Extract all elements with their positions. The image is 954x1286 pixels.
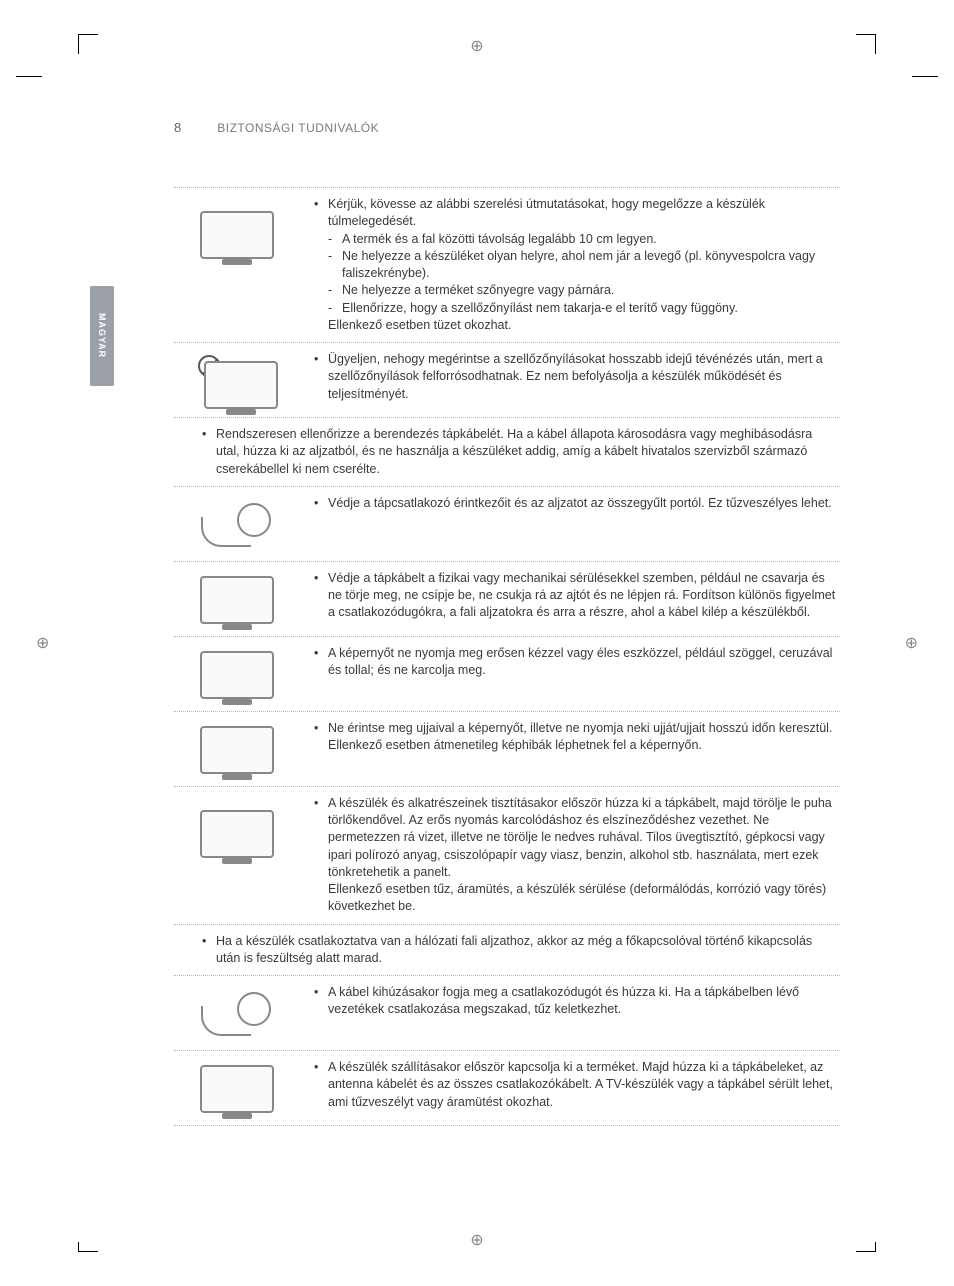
registration-mark-bottom: ⊕ xyxy=(470,1230,483,1250)
bullet-text: Védje a tápkábelt a fizikai vagy mechani… xyxy=(328,571,835,620)
illustration-cell xyxy=(174,795,300,873)
bullet-item: A kábel kihúzásakor fogja meg a csatlako… xyxy=(314,984,836,1019)
bullet-text: A készülék és alkatrészeinek tisztításak… xyxy=(328,796,832,879)
safety-row: Kérjük, kövesse az alábbi szerelési útmu… xyxy=(174,187,840,342)
safety-row: Rendszeresen ellenőrizze a berendezés tá… xyxy=(174,417,840,486)
dash-item: Ne helyezze a készüléket olyan helyre, a… xyxy=(328,248,836,283)
text-cell: Kérjük, kövesse az alábbi szerelési útmu… xyxy=(314,196,840,336)
dash-item: Ne helyezze a terméket szőnyegre vagy pá… xyxy=(328,282,836,299)
trailing-text: Ellenkező esetben tüzet okozhat. xyxy=(328,317,836,334)
crop-corner xyxy=(856,34,876,54)
bullet-text: Kérjük, kövesse az alábbi szerelési útmu… xyxy=(328,197,765,228)
plug-dust-illustration xyxy=(197,497,277,553)
tv-illustration xyxy=(200,1065,274,1113)
registration-mark-top: ⊕ xyxy=(470,36,483,56)
bullet-text: Védje a tápcsatlakozó érintkezőit és az … xyxy=(328,496,832,510)
plug-pull-illustration xyxy=(197,986,277,1042)
illustration-cell xyxy=(174,351,300,411)
crop-mark xyxy=(912,76,938,77)
text-cell: Ne érintse meg ujjaival a képernyőt, ill… xyxy=(314,720,840,757)
bullet-list: Védje a tápkábelt a fizikai vagy mechani… xyxy=(314,570,836,622)
bullet-item: Ügyeljen, nehogy megérintse a szellőzőny… xyxy=(314,351,836,403)
bullet-item: A készülék és alkatrészeinek tisztításak… xyxy=(314,795,836,916)
text-cell: A készülék és alkatrészeinek tisztításak… xyxy=(314,795,840,918)
crop-mark xyxy=(16,76,42,77)
tv-prohibit-illustration xyxy=(196,353,278,409)
language-tab: MAGYAR xyxy=(90,286,114,386)
tv-person-illustration xyxy=(200,810,274,858)
bullet-item: Rendszeresen ellenőrizze a berendezés tá… xyxy=(202,426,836,478)
safety-row: Ne érintse meg ujjaival a képernyőt, ill… xyxy=(174,711,840,786)
text-cell: A képernyőt ne nyomja meg erősen kézzel … xyxy=(314,645,840,682)
bullet-item: Ne érintse meg ujjaival a képernyőt, ill… xyxy=(314,720,836,755)
tv-illustration xyxy=(200,651,274,699)
bullet-text: A kábel kihúzásakor fogja meg a csatlako… xyxy=(328,985,799,1016)
trailing-text: Ellenkező esetben tűz, áramütés, a készü… xyxy=(328,881,836,916)
safety-row: A készülék és alkatrészeinek tisztításak… xyxy=(174,786,840,924)
text-cell: A kábel kihúzásakor fogja meg a csatlako… xyxy=(314,984,840,1021)
tv-illustration xyxy=(200,576,274,624)
illustration-cell xyxy=(174,1059,300,1119)
bullet-list: Rendszeresen ellenőrizze a berendezés tá… xyxy=(202,426,836,478)
bullet-list: Ügyeljen, nehogy megérintse a szellőzőny… xyxy=(314,351,836,403)
bullet-list: Ne érintse meg ujjaival a képernyőt, ill… xyxy=(314,720,836,755)
bullet-item: Ha a készülék csatlakoztatva van a hálóz… xyxy=(202,933,836,968)
safety-row: Ha a készülék csatlakoztatva van a hálóz… xyxy=(174,924,840,976)
illustration-cell xyxy=(174,645,300,705)
bullet-item: Védje a tápcsatlakozó érintkezőit és az … xyxy=(314,495,836,512)
bullet-text: Ne érintse meg ujjaival a képernyőt, ill… xyxy=(328,721,832,752)
crop-corner xyxy=(78,1242,98,1252)
text-cell: A készülék szállításakor először kapcsol… xyxy=(314,1059,840,1113)
safety-row: Védje a tápcsatlakozó érintkezőit és az … xyxy=(174,486,840,561)
illustration-cell xyxy=(174,495,300,555)
dash-list: A termék és a fal közötti távolság legal… xyxy=(328,231,836,317)
text-cell: Ha a készülék csatlakoztatva van a hálóz… xyxy=(174,933,840,970)
bullet-list: A képernyőt ne nyomja meg erősen kézzel … xyxy=(314,645,836,680)
bullet-item: A készülék szállításakor először kapcsol… xyxy=(314,1059,836,1111)
bullet-list: A készülék és alkatrészeinek tisztításak… xyxy=(314,795,836,916)
bullet-list: Védje a tápcsatlakozó érintkezőit és az … xyxy=(314,495,836,512)
illustration-cell xyxy=(174,984,300,1044)
dash-item: Ellenőrizze, hogy a szellőzőnyílást nem … xyxy=(328,300,836,317)
text-cell: Védje a tápkábelt a fizikai vagy mechani… xyxy=(314,570,840,624)
bullet-item: A képernyőt ne nyomja meg erősen kézzel … xyxy=(314,645,836,680)
section-title: BIZTONSÁGI TUDNIVALÓK xyxy=(217,121,379,135)
illustration-cell xyxy=(174,720,300,780)
safety-row: A készülék szállításakor először kapcsol… xyxy=(174,1050,840,1126)
bullet-text: Ha a készülék csatlakoztatva van a hálóz… xyxy=(216,934,812,965)
bullet-item: Kérjük, kövesse az alábbi szerelési útmu… xyxy=(314,196,836,334)
bullet-text: A képernyőt ne nyomja meg erősen kézzel … xyxy=(328,646,832,677)
bullet-item: Védje a tápkábelt a fizikai vagy mechani… xyxy=(314,570,836,622)
page-content: 8 BIZTONSÁGI TUDNIVALÓK Kérjük, kövesse … xyxy=(174,120,840,1126)
registration-mark-right: ⊕ xyxy=(905,633,918,653)
text-cell: Védje a tápcsatlakozó érintkezőit és az … xyxy=(314,495,840,514)
illustration-cell xyxy=(174,196,300,274)
text-cell: Rendszeresen ellenőrizze a berendezés tá… xyxy=(174,426,840,480)
bullet-list: Ha a készülék csatlakoztatva van a hálóz… xyxy=(202,933,836,968)
crop-corner xyxy=(78,34,98,54)
text-cell: Ügyeljen, nehogy megérintse a szellőzőny… xyxy=(314,351,840,405)
bullet-list: A kábel kihúzásakor fogja meg a csatlako… xyxy=(314,984,836,1019)
crop-corner xyxy=(856,1242,876,1252)
safety-row: A kábel kihúzásakor fogja meg a csatlako… xyxy=(174,975,840,1050)
tv-illustration xyxy=(200,726,274,774)
bullet-text: Rendszeresen ellenőrizze a berendezés tá… xyxy=(216,427,812,476)
dash-item: A termék és a fal közötti távolság legal… xyxy=(328,231,836,248)
page-number: 8 xyxy=(174,120,181,135)
illustration-cell xyxy=(174,570,300,630)
bullet-text: Ügyeljen, nehogy megérintse a szellőzőny… xyxy=(328,352,823,401)
safety-row: A képernyőt ne nyomja meg erősen kézzel … xyxy=(174,636,840,711)
bullet-list: Kérjük, kövesse az alábbi szerelési útmu… xyxy=(314,196,836,334)
safety-row: Védje a tápkábelt a fizikai vagy mechani… xyxy=(174,561,840,636)
bullet-list: A készülék szállításakor először kapcsol… xyxy=(314,1059,836,1111)
page-header: 8 BIZTONSÁGI TUDNIVALÓK xyxy=(174,120,840,135)
registration-mark-left: ⊕ xyxy=(36,633,49,653)
tv-wall-illustration xyxy=(200,211,274,259)
bullet-text: A készülék szállításakor először kapcsol… xyxy=(328,1060,833,1109)
language-tab-label: MAGYAR xyxy=(97,313,107,358)
safety-row: Ügyeljen, nehogy megérintse a szellőzőny… xyxy=(174,342,840,417)
